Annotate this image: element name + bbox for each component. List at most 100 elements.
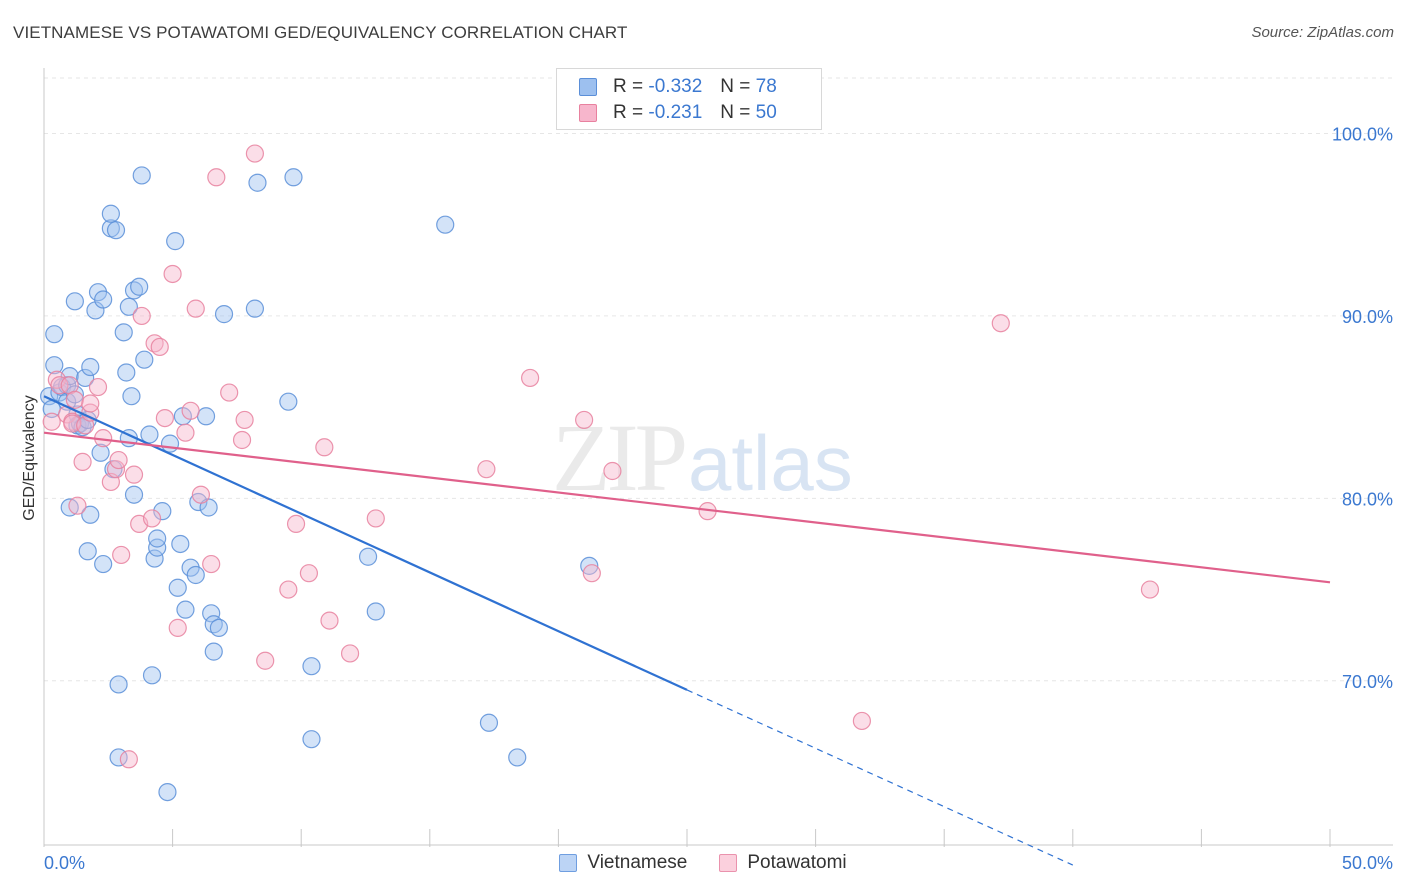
point-vietnamese — [508, 748, 527, 767]
point-vietnamese — [78, 542, 97, 561]
legend-label-potawatomi: Potawatomi — [747, 852, 847, 873]
point-vietnamese — [119, 297, 138, 316]
point-vietnamese — [114, 323, 133, 342]
point-vietnamese — [135, 350, 154, 369]
y-tick-label: 100.0% — [1332, 124, 1393, 144]
correlation-legend: R = -0.332 N = 78 R = -0.231 N = 50 — [556, 68, 822, 130]
legend-label-vietnamese: Vietnamese — [587, 852, 688, 873]
point-vietnamese — [479, 713, 499, 732]
point-potawatomi — [521, 368, 540, 388]
point-potawatomi — [163, 264, 182, 284]
point-vietnamese — [122, 387, 141, 406]
point-potawatomi — [42, 412, 61, 431]
point-vietnamese — [171, 534, 190, 554]
point-vietnamese — [366, 602, 385, 621]
point-vietnamese — [302, 730, 321, 749]
legend-item-vietnamese[interactable]: Vietnamese — [559, 852, 687, 874]
point-potawatomi — [286, 514, 306, 534]
point-vietnamese — [202, 604, 221, 623]
point-potawatomi — [181, 401, 200, 420]
watermark-atlas: atlas — [688, 419, 853, 507]
trendline-potawatomi — [43, 431, 1331, 584]
watermark-zip: ZIP — [552, 404, 685, 511]
point-vietnamese — [196, 407, 216, 426]
point-vietnamese — [140, 425, 159, 444]
legend-r-value: -0.231 — [648, 102, 703, 123]
point-potawatomi — [168, 618, 187, 637]
point-potawatomi — [150, 337, 169, 357]
legend-row-vietnamese: R = -0.332 N = 78 — [579, 74, 777, 100]
legend-n-value: 78 — [755, 76, 777, 97]
point-potawatomi — [142, 509, 162, 528]
point-potawatomi — [207, 168, 226, 187]
point-potawatomi — [176, 423, 195, 442]
legend-n-label: N = — [720, 102, 751, 123]
legend-r-label: R = — [613, 76, 644, 97]
point-potawatomi — [232, 430, 252, 450]
point-potawatomi — [279, 580, 298, 599]
legend-swatch-vietnamese — [559, 854, 578, 872]
point-vietnamese — [81, 505, 100, 524]
point-potawatomi — [991, 314, 1010, 333]
chart-title: VIETNAMESE VS POTAWATOMI GED/EQUIVALENCY… — [13, 23, 628, 42]
y-axis-title: GED/Equivalency — [21, 395, 38, 520]
point-vietnamese — [248, 173, 267, 192]
point-vietnamese — [65, 292, 84, 311]
axis-labels: 70.0% 80.0% 90.0% 100.0% 0.0% 50.0% GED/Equiva… — [21, 124, 1393, 873]
legend-swatch-potawatomi — [579, 104, 597, 122]
point-potawatomi — [603, 461, 622, 481]
legend-item-potawatomi[interactable]: Potawatomi — [719, 852, 847, 874]
point-vietnamese — [145, 549, 164, 568]
point-vietnamese — [45, 325, 64, 344]
series-vietnamese — [40, 166, 599, 802]
point-potawatomi — [315, 438, 334, 457]
point-potawatomi — [575, 410, 594, 430]
point-vietnamese — [245, 299, 265, 318]
point-potawatomi — [68, 496, 87, 515]
point-vietnamese — [176, 600, 195, 619]
point-potawatomi — [340, 644, 360, 663]
point-vietnamese — [76, 368, 95, 388]
point-potawatomi — [235, 410, 254, 430]
point-potawatomi — [50, 376, 69, 395]
trend-lines — [43, 395, 1331, 866]
point-potawatomi — [119, 750, 138, 769]
point-potawatomi — [109, 450, 128, 470]
y-tick-label: 90.0% — [1342, 307, 1393, 327]
point-potawatomi — [299, 564, 319, 583]
point-vietnamese — [106, 221, 126, 240]
point-vietnamese — [186, 565, 205, 585]
point-potawatomi — [132, 306, 151, 326]
x-tick-label-max: 50.0% — [1342, 853, 1393, 873]
point-potawatomi — [366, 509, 385, 528]
point-vietnamese — [284, 168, 303, 187]
point-vietnamese — [45, 356, 64, 375]
point-vietnamese — [358, 547, 378, 566]
point-potawatomi — [191, 485, 210, 504]
grid-lines — [44, 77, 1393, 682]
point-vietnamese — [168, 578, 187, 597]
point-potawatomi — [65, 390, 84, 409]
point-vietnamese — [158, 782, 177, 802]
legend-r-label: R = — [613, 102, 644, 123]
point-vietnamese — [436, 215, 455, 234]
point-potawatomi — [155, 408, 174, 428]
point-vietnamese — [94, 554, 113, 574]
point-vietnamese — [204, 642, 223, 661]
point-vietnamese — [166, 232, 185, 251]
point-potawatomi — [1140, 580, 1160, 599]
point-potawatomi — [124, 465, 144, 484]
point-potawatomi — [73, 452, 92, 471]
point-potawatomi — [320, 611, 339, 630]
legend-swatch-potawatomi — [719, 854, 738, 872]
point-potawatomi — [256, 651, 275, 670]
point-potawatomi — [582, 564, 601, 583]
point-vietnamese — [148, 529, 167, 548]
series-legend: Vietnamese Potawatomi — [0, 852, 1406, 874]
legend-n-value: 50 — [755, 102, 777, 123]
legend-swatch-vietnamese — [579, 78, 597, 96]
x-tick-label-min: 0.0% — [44, 853, 85, 873]
point-potawatomi — [477, 460, 496, 479]
point-vietnamese — [94, 290, 113, 309]
